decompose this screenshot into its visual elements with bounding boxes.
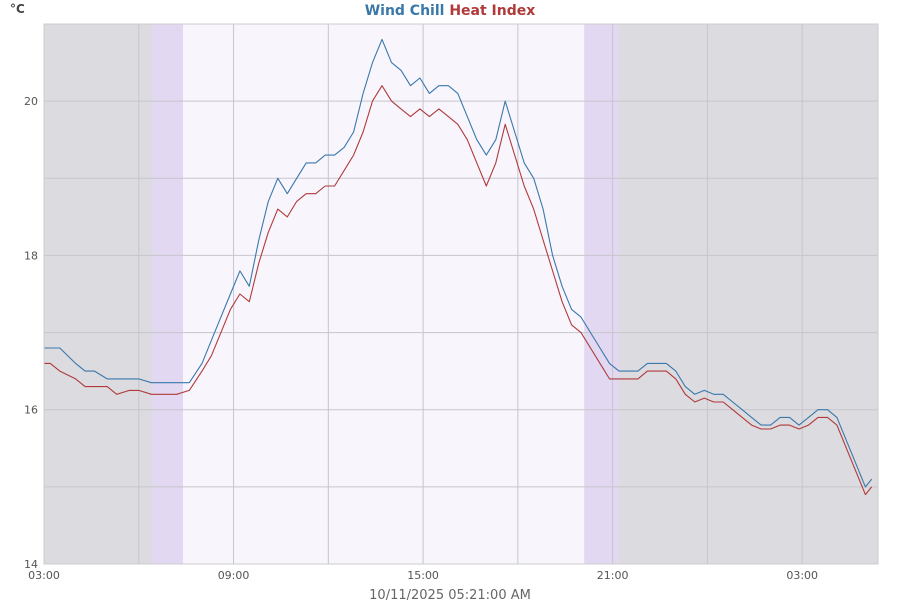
y-tick-label: 18: [24, 249, 38, 262]
x-tick-label: 03:00: [786, 569, 818, 582]
x-tick-label: 09:00: [218, 569, 250, 582]
series-line-heat-index: [44, 85, 873, 496]
twilight-band-1: [584, 24, 619, 564]
x-tick-label: 21:00: [597, 569, 629, 582]
series-line-wind-chill: [44, 38, 873, 488]
title-part-2: Heat Index: [449, 3, 535, 19]
x-axis-label: 10/11/2025 05:21:00 AM: [369, 588, 531, 600]
daylight-band-0: [183, 24, 585, 564]
x-tick-label: 03:00: [28, 569, 60, 582]
series-layer: [44, 38, 873, 496]
y-axis-unit: °C: [10, 2, 25, 16]
plot-border: [43, 23, 879, 565]
y-tick-label: 16: [24, 404, 38, 417]
y-tick-label: 20: [24, 95, 38, 108]
x-tick-label: 15:00: [407, 569, 439, 582]
chart-title: Wind Chill Heat Index: [365, 3, 536, 19]
title-part-0: Wind Chill: [365, 3, 445, 19]
y-tick-label: 14: [24, 558, 38, 571]
axes: 14 16 18 20 03:00 09:00 15:00 21:00 03:00: [24, 95, 818, 582]
plot-background: [44, 24, 878, 564]
twilight-band-0: [151, 24, 183, 564]
